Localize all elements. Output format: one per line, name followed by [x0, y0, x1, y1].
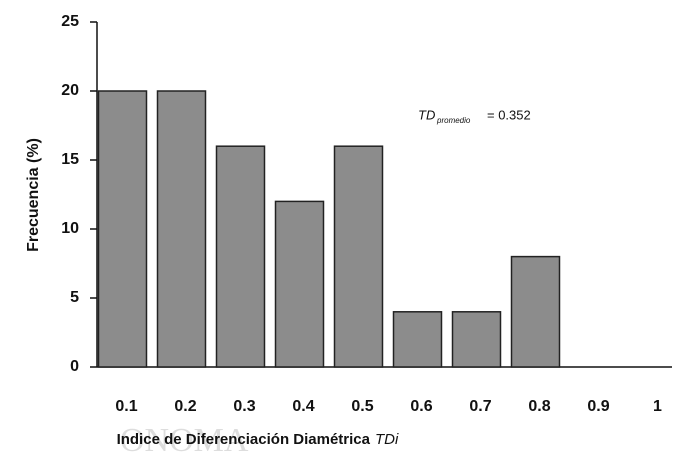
annotation-symbol: TD: [418, 107, 435, 122]
bar: [156, 90, 207, 368]
x-tick-label: 0.8: [528, 398, 550, 415]
x-tick-label: 0.1: [115, 398, 137, 415]
y-tick-label: 15: [61, 151, 79, 168]
x-tick-label: 0.6: [410, 398, 432, 415]
bar: [451, 311, 502, 368]
x-tick-label: 0.9: [587, 398, 609, 415]
y-tick-label: 25: [61, 13, 79, 30]
bar: [510, 255, 561, 368]
x-tick-label: 0.5: [351, 398, 373, 415]
annotation-text: = 0.352: [487, 107, 531, 122]
y-tick-label: 0: [70, 358, 79, 375]
bar: [97, 90, 148, 368]
bar: [392, 311, 443, 368]
x-tick-label: 0.2: [174, 398, 196, 415]
x-axis-symbol: TDi: [375, 431, 399, 448]
x-axis-label: Indice de Diferenciación Diamétrica: [117, 431, 371, 448]
x-tick-label: 0.4: [292, 398, 314, 415]
bar: [215, 145, 266, 368]
x-tick-label: 1: [653, 398, 662, 415]
bar: [274, 200, 325, 368]
y-axis-label: Frecuencia (%): [25, 138, 42, 252]
watermark: ONOMA: [120, 422, 249, 459]
y-tick-label: 10: [61, 220, 79, 237]
annotation-subscript: promedio: [436, 116, 471, 125]
bar: [333, 145, 384, 368]
x-tick-label: 0.3: [233, 398, 255, 415]
y-tick-label: 5: [70, 289, 79, 306]
x-tick-label: 0.7: [469, 398, 491, 415]
y-tick-label: 20: [61, 82, 79, 99]
